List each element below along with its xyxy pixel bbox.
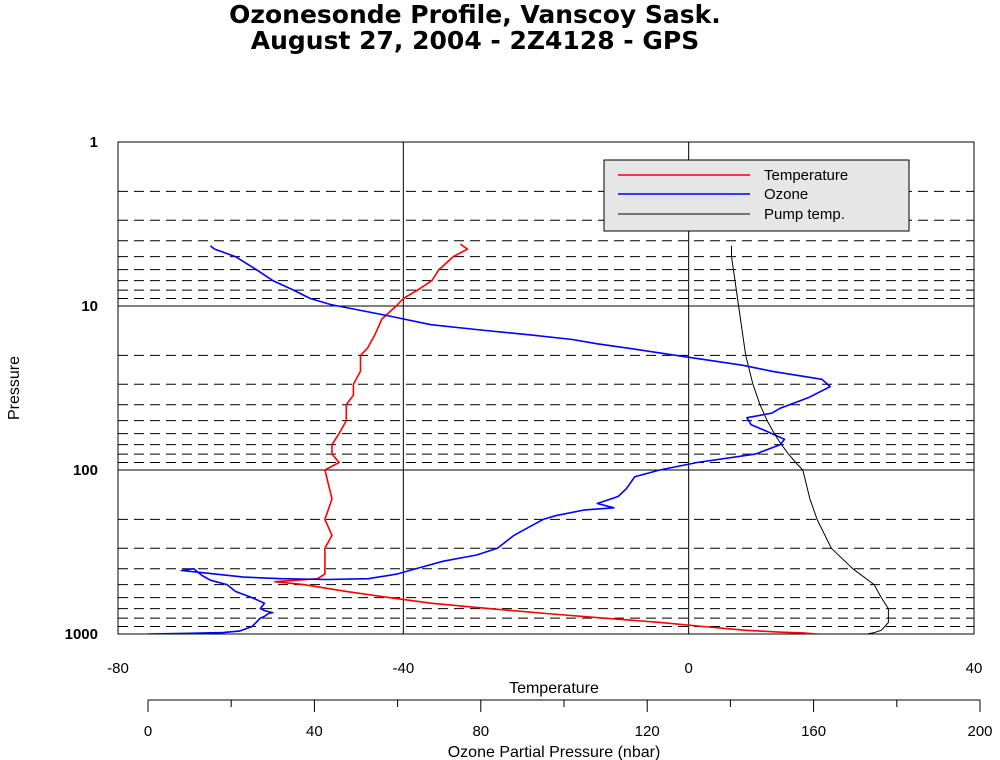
- chart-title-line-1: Ozonesonde Profile, Vanscoy Sask.: [229, 0, 721, 29]
- y-tick-label: 100: [73, 462, 98, 479]
- series-line-pump-temp: [731, 245, 889, 634]
- ozone-axis-title: Ozone Partial Pressure (nbar): [448, 744, 661, 760]
- y-axis-title: Pressure: [6, 356, 23, 420]
- y-tick-label: 1000: [65, 626, 98, 643]
- temperature-tick-label: 40: [966, 660, 983, 677]
- ozone-tick-label: 160: [801, 723, 826, 740]
- ozone-tick-label: 120: [635, 723, 660, 740]
- ozone-tick-label: 0: [144, 723, 152, 740]
- legend-label-ozone: Ozone: [764, 186, 808, 203]
- y-tick-label: 10: [81, 298, 98, 315]
- chart-title-line-2: August 27, 2004 - 2Z4128 - GPS: [250, 26, 700, 55]
- legend: Temperature Ozone Pump temp.: [603, 159, 910, 232]
- axes: 1 10 100 1000 -80 -40 0 40 0 40 80 120 160 200: [65, 134, 993, 740]
- temperature-tick-label: -80: [107, 660, 129, 677]
- legend-label-temperature: Temperature: [764, 167, 848, 184]
- temperature-tick-label: 0: [684, 660, 692, 677]
- legend-box: [603, 159, 910, 232]
- ozone-tick-label: 80: [472, 723, 489, 740]
- ozone-tick-label: 200: [967, 723, 992, 740]
- temperature-axis-title: Temperature: [509, 680, 599, 697]
- series-line-temperature: [274, 243, 818, 634]
- y-tick-label: 1: [90, 134, 98, 151]
- series-line-ozone: [147, 245, 831, 634]
- plot-frame: [117, 141, 975, 635]
- ozone-tick-label: 40: [306, 723, 323, 740]
- legend-label-pump-temp: Pump temp.: [764, 206, 845, 223]
- series-lines: [147, 243, 889, 634]
- temperature-tick-label: -40: [392, 660, 414, 677]
